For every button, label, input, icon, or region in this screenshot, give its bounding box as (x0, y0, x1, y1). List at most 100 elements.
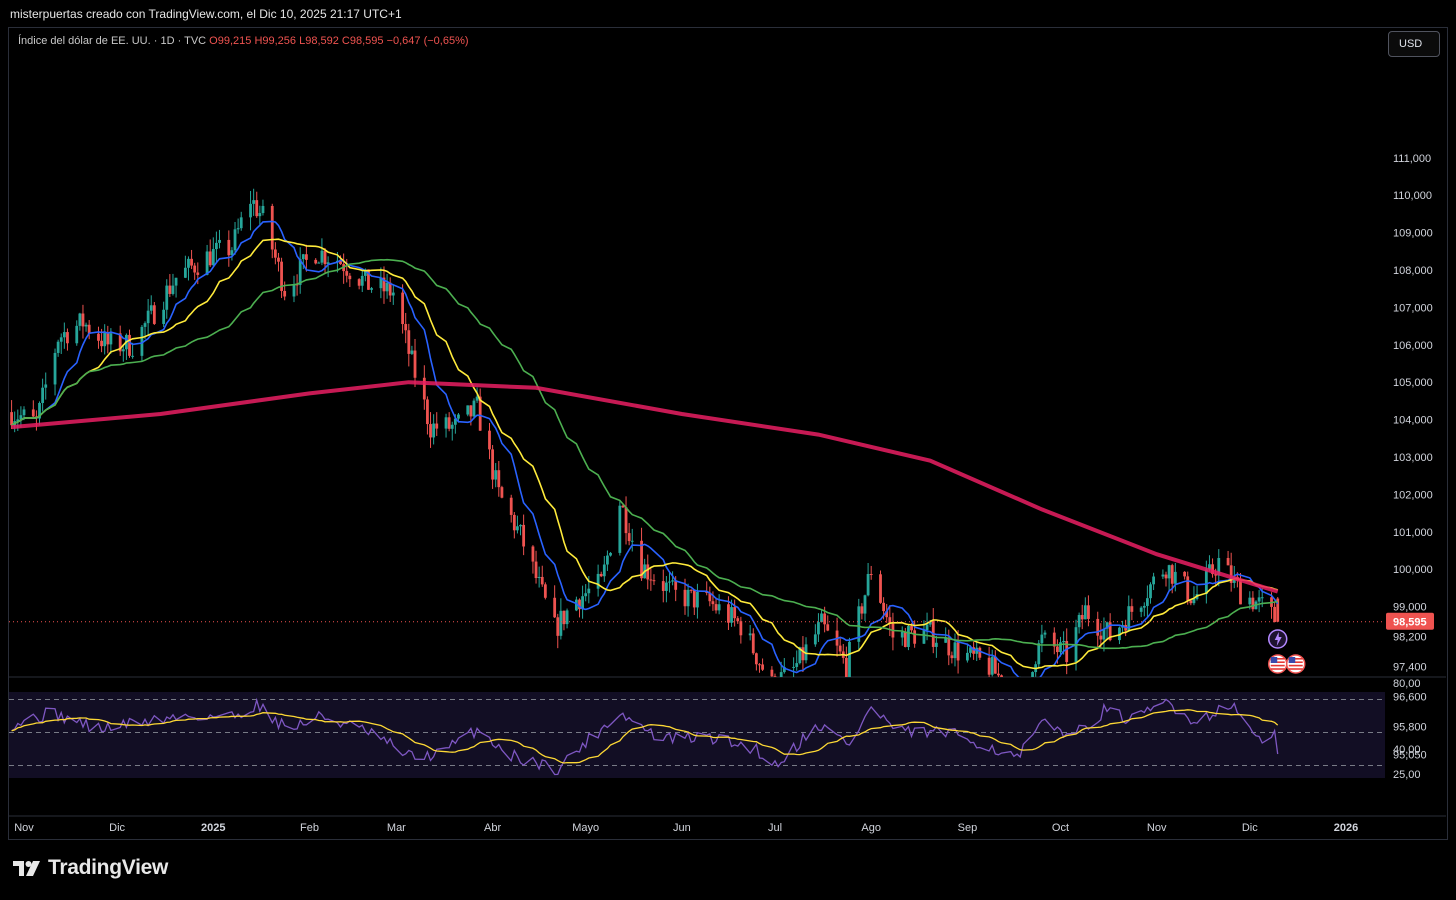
candle-body[interactable] (1019, 680, 1022, 686)
candle-body[interactable] (516, 526, 519, 531)
moving-average-200[interactable] (11, 380, 1279, 594)
candle-body[interactable] (965, 652, 969, 661)
candle-body[interactable] (41, 387, 45, 404)
candle-body[interactable] (1077, 614, 1081, 628)
candle-body[interactable] (1037, 643, 1041, 665)
candle-body[interactable] (696, 591, 699, 608)
candle-body[interactable] (869, 574, 873, 576)
candle-body[interactable] (162, 309, 166, 324)
candle-body[interactable] (621, 505, 625, 508)
candle-body[interactable] (1149, 584, 1152, 599)
candle-body[interactable] (565, 610, 569, 625)
candle-body[interactable] (10, 412, 13, 426)
candle-body[interactable] (736, 618, 740, 622)
candle-body[interactable] (553, 597, 557, 618)
candle-body[interactable] (578, 599, 581, 610)
us-flag-event-icon[interactable] (1267, 654, 1288, 674)
candle-body[interactable] (857, 606, 861, 642)
candle-body[interactable] (339, 260, 342, 265)
moving-average-10[interactable] (11, 220, 1279, 682)
candle-body[interactable] (751, 633, 755, 654)
candle-body[interactable] (627, 533, 631, 542)
candle-body[interactable] (1248, 597, 1252, 605)
candle-body[interactable] (1118, 627, 1121, 641)
candle-body[interactable] (950, 655, 954, 659)
candle-body[interactable] (106, 332, 110, 345)
candle-body[interactable] (407, 330, 411, 354)
candle-body[interactable] (1164, 574, 1168, 579)
candle-body[interactable] (432, 423, 436, 438)
candle-body[interactable] (1139, 607, 1143, 612)
candle-body[interactable] (1087, 605, 1090, 619)
currency-button[interactable]: USD (1388, 31, 1440, 57)
candle-body[interactable] (801, 647, 805, 661)
candle-body[interactable] (820, 613, 823, 623)
candle-body[interactable] (1229, 565, 1233, 583)
candle-body[interactable] (422, 377, 426, 400)
candle-body[interactable] (208, 251, 212, 266)
candle-body[interactable] (997, 673, 1000, 676)
candle-body[interactable] (922, 630, 926, 644)
candle-body[interactable] (652, 580, 656, 582)
candle-body[interactable] (1080, 614, 1084, 620)
candle-body[interactable] (140, 326, 144, 356)
candle-body[interactable] (987, 657, 991, 675)
time-axis[interactable]: Nov Dic 2025 Feb Mar Abr Mayo Jun Jul Ago Sep Oct No… (14, 822, 1358, 834)
candle-body[interactable] (1022, 680, 1025, 683)
candle-body[interactable] (770, 669, 774, 677)
candle-body[interactable] (491, 449, 494, 480)
candle-body[interactable] (1211, 564, 1214, 575)
candle-body[interactable] (81, 313, 85, 327)
candle-body[interactable] (103, 332, 107, 347)
candle-body[interactable] (66, 332, 69, 344)
candle-body[interactable] (944, 637, 948, 643)
candle-body[interactable] (196, 272, 200, 275)
candle-body[interactable] (165, 285, 169, 310)
candle-body[interactable] (187, 258, 190, 268)
candle-body[interactable] (686, 589, 690, 607)
candle-body[interactable] (149, 305, 153, 311)
candle-body[interactable] (298, 259, 302, 285)
candle-body[interactable] (218, 239, 221, 243)
candle-body[interactable] (674, 580, 678, 590)
candle-body[interactable] (1145, 598, 1149, 606)
candle-body[interactable] (230, 250, 234, 256)
candle-body[interactable] (640, 540, 643, 579)
candle-body[interactable] (795, 663, 799, 667)
candle-body[interactable] (630, 540, 634, 542)
candle-body[interactable] (1043, 632, 1047, 635)
candle-body[interactable] (457, 414, 460, 419)
candle-body[interactable] (885, 611, 889, 618)
candle-body[interactable] (453, 418, 457, 425)
candle-body[interactable] (348, 275, 352, 280)
candle-body[interactable] (1083, 605, 1087, 620)
candle-body[interactable] (385, 282, 389, 292)
candle-body[interactable] (1052, 632, 1056, 647)
candle-body[interactable] (31, 409, 35, 417)
candle-body[interactable] (1214, 574, 1218, 576)
candle-body[interactable] (1257, 597, 1261, 602)
candle-body[interactable] (323, 250, 327, 265)
candle-body[interactable] (804, 644, 808, 661)
candle-body[interactable] (478, 396, 482, 431)
candle-body[interactable] (1204, 569, 1208, 595)
candle-body[interactable] (360, 275, 364, 286)
candle-body[interactable] (661, 581, 665, 591)
candle-body[interactable] (714, 604, 718, 611)
candle-body[interactable] (239, 217, 243, 229)
candle-body[interactable] (1105, 622, 1109, 629)
candle-body[interactable] (426, 399, 429, 425)
candle-body[interactable] (320, 250, 324, 263)
candle-body[interactable] (773, 676, 777, 693)
candle-body[interactable] (1208, 564, 1211, 570)
candle-body[interactable] (304, 254, 308, 260)
rsi-pane[interactable] (9, 697, 1385, 776)
candle-body[interactable] (367, 269, 370, 290)
candle-body[interactable] (953, 642, 957, 659)
candle-body[interactable] (913, 630, 917, 644)
candle-body[interactable] (16, 419, 20, 422)
candle-body[interactable] (925, 624, 929, 631)
candle-body[interactable] (817, 622, 820, 635)
candle-body[interactable] (75, 325, 79, 344)
candle-body[interactable] (1260, 597, 1264, 599)
